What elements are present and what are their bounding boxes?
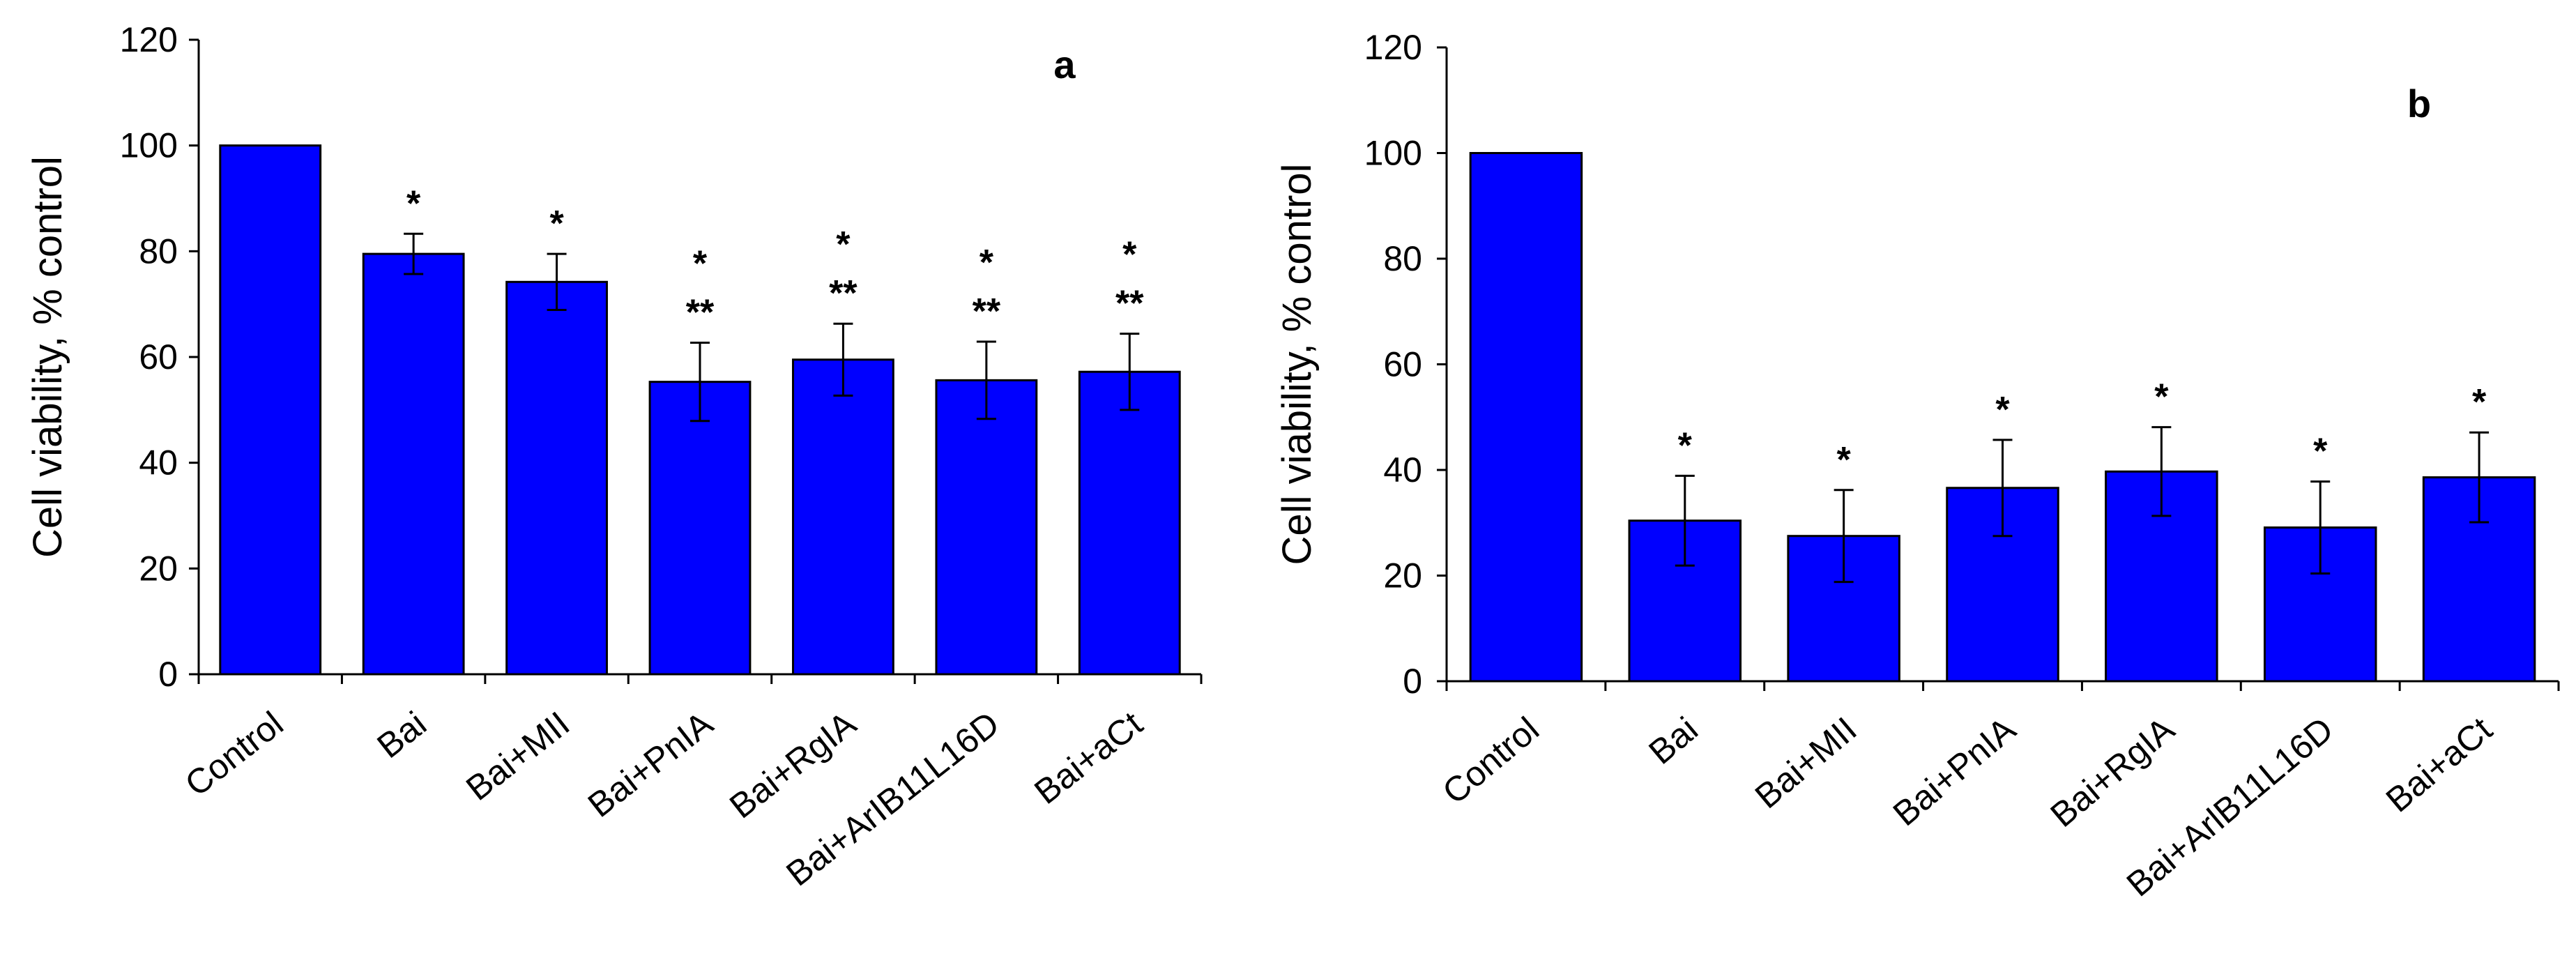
y-tick-label: 0 (1403, 662, 1422, 701)
y-tick-label: 0 (158, 655, 178, 694)
y-tick-label: 60 (139, 337, 178, 377)
significance-marker: * (1837, 440, 1852, 480)
significance-marker: * (2472, 382, 2487, 423)
significance-marker: * (2154, 377, 2169, 418)
y-tick-label: 120 (120, 20, 178, 59)
significance-marker: * (693, 244, 708, 284)
bar-bai-arib11l16d (935, 379, 1038, 676)
significance-marker: * (406, 183, 421, 224)
significance-marker: * (980, 243, 994, 283)
significance-marker: * (1995, 390, 2010, 430)
significance-marker: * (836, 225, 851, 265)
y-tick-label: 40 (139, 443, 178, 482)
significance-marker: ** (686, 293, 715, 333)
significance-marker: ** (829, 273, 858, 314)
significance-marker: * (549, 204, 564, 244)
y-tick-label: 20 (1383, 556, 1422, 595)
bar-bai-act (1078, 370, 1181, 676)
panel-label: b (2407, 82, 2431, 126)
bar-bai-rgia (792, 358, 894, 676)
significance-marker: ** (1115, 284, 1144, 324)
significance-marker: * (1678, 425, 1693, 466)
y-axis-title: Cell viability, % control (25, 156, 70, 558)
bar-control (219, 144, 322, 676)
y-tick-label: 120 (1364, 28, 1422, 67)
y-tick-label: 60 (1383, 345, 1422, 384)
bar-bai (362, 252, 465, 676)
y-tick-label: 80 (139, 231, 178, 271)
y-tick-label: 100 (1364, 134, 1422, 173)
significance-marker: ** (973, 291, 1001, 332)
y-tick-label: 80 (1383, 239, 1422, 278)
y-tick-label: 40 (1383, 450, 1422, 489)
bar-bai-mii (505, 280, 608, 676)
bar-bai-mii (1787, 535, 1900, 683)
y-tick-label: 20 (139, 549, 178, 588)
bar-bai-pnia (648, 381, 752, 676)
bar-control (1469, 152, 1583, 683)
panel-label: a (1053, 43, 1076, 86)
significance-marker: * (1122, 235, 1137, 275)
significance-marker: * (2313, 432, 2328, 472)
y-tick-label: 100 (120, 126, 178, 165)
y-axis-title: Cell viability, % control (1274, 164, 1320, 565)
